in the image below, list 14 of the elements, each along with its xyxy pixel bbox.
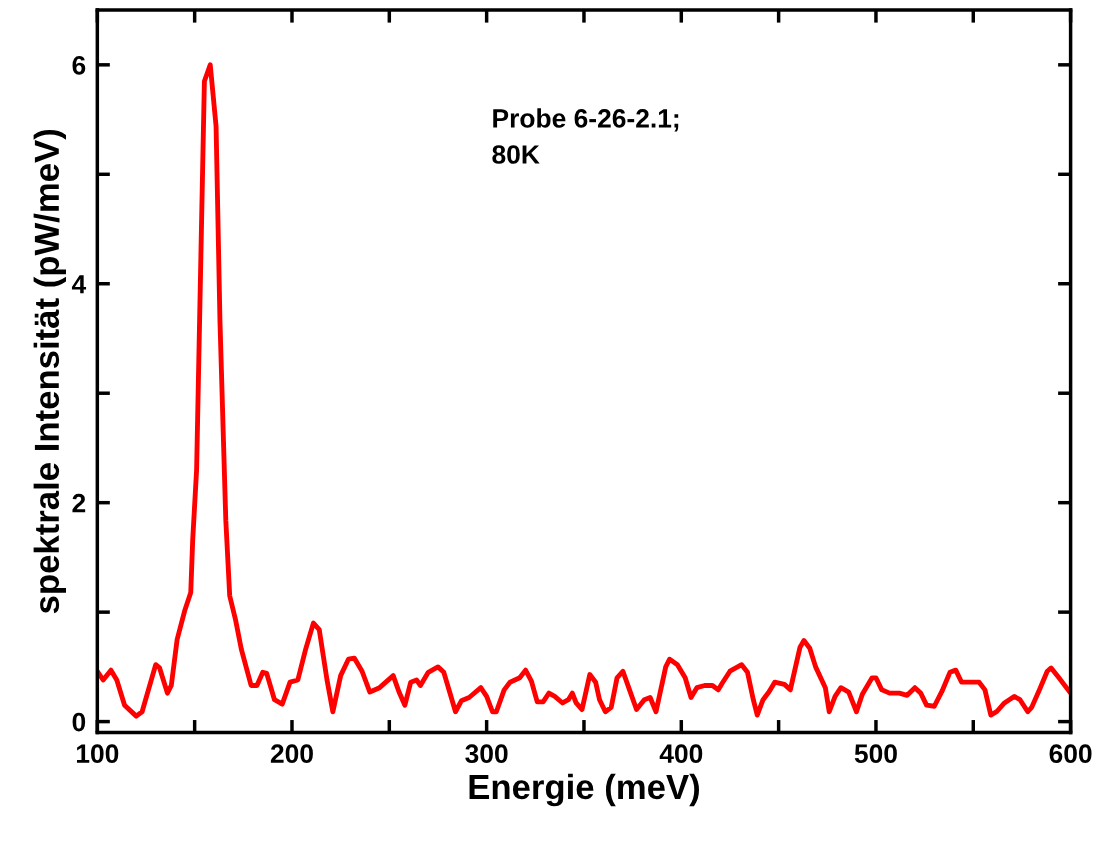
- x-tick-label: 300: [465, 744, 508, 764]
- x-tick-label: 600: [1049, 744, 1092, 764]
- annotation: Probe 6-26-2.1; 80K: [492, 108, 679, 164]
- y-axis-title: spektrale Intensität (pW/meV): [33, 129, 66, 614]
- y-tick-label: 6: [72, 55, 86, 75]
- x-tick-label: 200: [270, 744, 313, 764]
- x-tick-label: 100: [76, 744, 119, 764]
- y-tick-label: 4: [71, 275, 87, 294]
- x-tick-label: 400: [659, 744, 703, 764]
- line-series: [97, 62, 1071, 719]
- x-tick-label: 500: [854, 744, 897, 764]
- y-tick-label: 2: [72, 493, 86, 513]
- x-axis-title: Energie (meV): [469, 773, 699, 807]
- y-tick-label: 0: [72, 712, 86, 732]
